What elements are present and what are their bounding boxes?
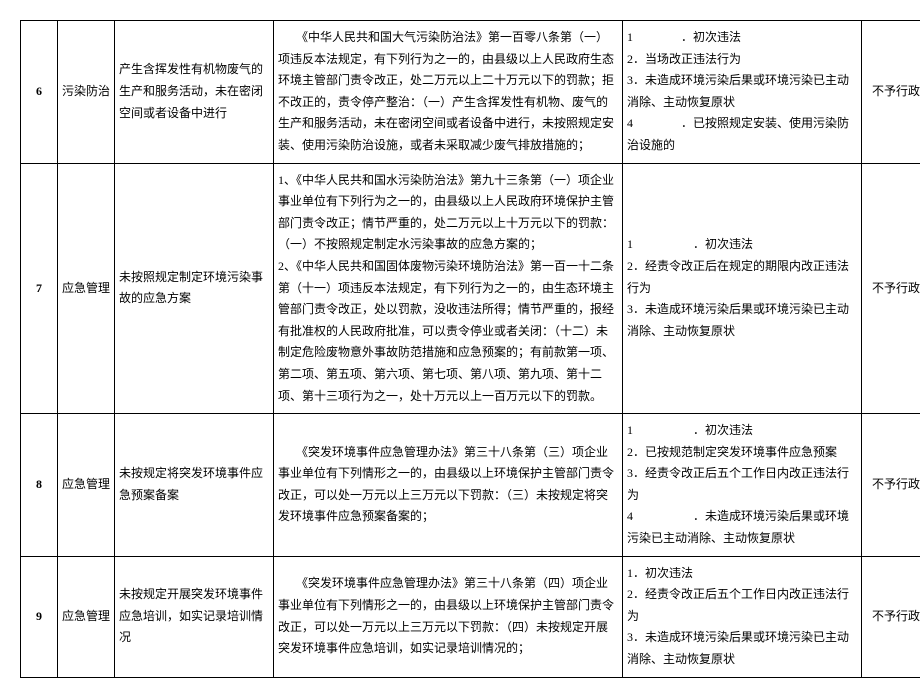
condition-item: 3．未造成环境污染后果或环境污染已主动消除、主动恢复原状 bbox=[627, 627, 857, 670]
condition-item: 2．经责令改正后在规定的期限内改正违法行为 bbox=[627, 256, 857, 299]
table-row: 6 污染防治 产生含挥发性有机物废气的生产和服务活动，未在密闭空间或者设备中进行… bbox=[21, 21, 920, 164]
row-number: 6 bbox=[21, 21, 58, 164]
condition-item: 2．经责令改正后五个工作日内改正违法行为 bbox=[627, 584, 857, 627]
row-number: 8 bbox=[21, 414, 58, 557]
condition-item: 4 ．未造成环境污染后果或环境污染已主动消除、主动恢复原状 bbox=[627, 506, 857, 549]
condition-item: 3．未造成环境污染后果或环境污染已主动消除、主动恢复原状 bbox=[627, 299, 857, 342]
row-category: 应急管理 bbox=[58, 414, 115, 557]
row-description: 产生含挥发性有机物废气的生产和服务活动，未在密闭空间或者设备中进行 bbox=[115, 21, 274, 164]
row-description: 未按照规定制定环境污染事故的应急方案 bbox=[115, 163, 274, 414]
row-law: 《中华人民共和国大气污染防治法》第一百零八条第（一）项违反本法规定，有下列行为之… bbox=[274, 21, 623, 164]
row-law: 1、《中华人民共和国水污染防治法》第九十三条第（一）项企业事业单位有下列行为之一… bbox=[274, 163, 623, 414]
row-category: 污染防治 bbox=[58, 21, 115, 164]
row-conditions: 1．初次违法 2．经责令改正后五个工作日内改正违法行为 3．未造成环境污染后果或… bbox=[623, 556, 862, 677]
condition-item: 1 ．初次违法 bbox=[627, 234, 857, 256]
row-result: 不予行政处罚 bbox=[862, 21, 920, 164]
row-description: 未按规定将突发环境事件应急预案备案 bbox=[115, 414, 274, 557]
regulation-table: 6 污染防治 产生含挥发性有机物废气的生产和服务活动，未在密闭空间或者设备中进行… bbox=[20, 20, 920, 678]
row-category: 应急管理 bbox=[58, 556, 115, 677]
condition-item: 4 ．已按照规定安装、使用污染防治设施的 bbox=[627, 113, 857, 156]
table-row: 9 应急管理 未按规定开展突发环境事件应急培训，如实记录培训情况 《突发环境事件… bbox=[21, 556, 920, 677]
row-law: 《突发环境事件应急管理办法》第三十八条第（三）项企业事业单位有下列情形之一的，由… bbox=[274, 414, 623, 557]
row-law: 《突发环境事件应急管理办法》第三十八条第（四）项企业事业单位有下列情形之一的，由… bbox=[274, 556, 623, 677]
row-conditions: 1 ．初次违法 2．当场改正违法行为 3．未造成环境污染后果或环境污染已主动消除… bbox=[623, 21, 862, 164]
row-result: 不予行政处罚 bbox=[862, 163, 920, 414]
row-number: 9 bbox=[21, 556, 58, 677]
condition-item: 2．已按规范制定突发环境事件应急预案 bbox=[627, 442, 857, 464]
condition-item: 3．未造成环境污染后果或环境污染已主动消除、主动恢复原状 bbox=[627, 70, 857, 113]
condition-item: 3．经责令改正后五个工作日内改正违法行为 bbox=[627, 463, 857, 506]
row-result: 不予行政处罚 bbox=[862, 414, 920, 557]
table-row: 7 应急管理 未按照规定制定环境污染事故的应急方案 1、《中华人民共和国水污染防… bbox=[21, 163, 920, 414]
condition-item: 1 ．初次违法 bbox=[627, 27, 857, 49]
row-number: 7 bbox=[21, 163, 58, 414]
row-conditions: 1 ．初次违法 2．经责令改正后在规定的期限内改正违法行为 3．未造成环境污染后… bbox=[623, 163, 862, 414]
condition-item: 1．初次违法 bbox=[627, 563, 857, 585]
row-description: 未按规定开展突发环境事件应急培训，如实记录培训情况 bbox=[115, 556, 274, 677]
row-result: 不予行政处罚 bbox=[862, 556, 920, 677]
row-conditions: 1 ．初次违法 2．已按规范制定突发环境事件应急预案 3．经责令改正后五个工作日… bbox=[623, 414, 862, 557]
table-body: 6 污染防治 产生含挥发性有机物废气的生产和服务活动，未在密闭空间或者设备中进行… bbox=[21, 21, 920, 678]
row-category: 应急管理 bbox=[58, 163, 115, 414]
condition-item: 2．当场改正违法行为 bbox=[627, 49, 857, 71]
table-row: 8 应急管理 未按规定将突发环境事件应急预案备案 《突发环境事件应急管理办法》第… bbox=[21, 414, 920, 557]
condition-item: 1 ．初次违法 bbox=[627, 420, 857, 442]
